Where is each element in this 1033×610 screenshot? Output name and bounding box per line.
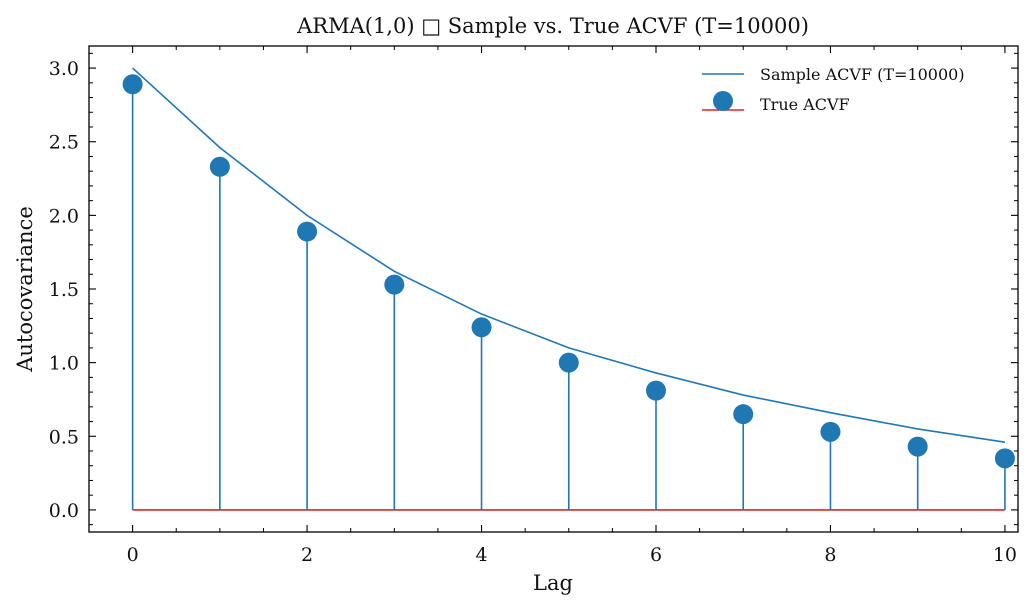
y-tick-label: 2.0 [49,205,79,227]
axis-ticks: 0 2 4 6 8 10 0.0 0.5 1.0 1.5 2.0 2.5 3.0 [49,46,1018,566]
legend-label-true: True ACVF [760,95,850,114]
x-tick-label: 10 [993,544,1017,566]
true-acvf-marker [471,317,492,338]
sample-acvf-line [132,67,1006,443]
x-axis-label: Lag [533,571,573,595]
x-tick-label: 6 [650,544,662,566]
legend: Sample ACVF (T=10000) True ACVF [702,65,965,114]
y-tick-label: 1.5 [49,279,79,301]
y-axis-label: Autocovariance [13,206,37,373]
true-acvf-marker [907,436,928,457]
x-tick-label: 4 [475,544,487,566]
true-acvf-marker [558,352,579,373]
true-acvf-marker [645,380,666,401]
true-acvf-marker [733,404,754,425]
y-tick-label: 0.0 [49,500,79,522]
true-acvf-marker [384,274,405,295]
chart-title: ARMA(1,0) □ Sample vs. True ACVF (T=1000… [296,14,809,38]
y-tick-label: 3.0 [49,58,79,80]
true-acvf-marker [994,448,1015,469]
y-tick-label: 2.5 [49,132,79,154]
x-tick-label: 8 [824,544,836,566]
true-acvf-marker [297,221,318,242]
plot-area [122,67,1015,511]
true-acvf-marker [122,74,143,95]
true-acvf-marker [820,421,841,442]
true-acvf-marker [209,156,230,177]
y-tick-label: 0.5 [49,426,79,448]
legend-label-sample: Sample ACVF (T=10000) [760,65,965,84]
legend-marker-swatch [713,91,733,111]
y-tick-label: 1.0 [49,353,79,375]
x-tick-label: 0 [127,544,139,566]
x-tick-label: 2 [301,544,313,566]
